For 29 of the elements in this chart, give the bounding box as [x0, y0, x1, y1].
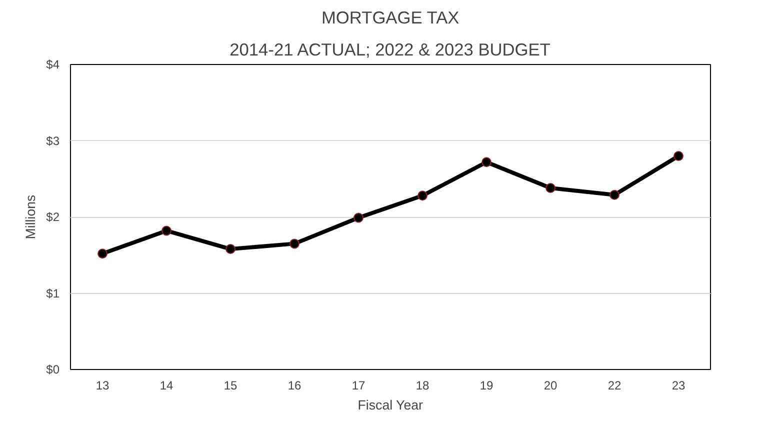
point [162, 226, 172, 236]
point [418, 190, 428, 201]
y-axis-title: Millions [23, 194, 38, 240]
y-tick-label: $0 [46, 362, 60, 376]
x-tick-label: 16 [288, 378, 302, 392]
x-tick-label: 23 [672, 378, 686, 392]
point [482, 157, 492, 168]
x-axis-title: Fiscal Year [358, 398, 424, 412]
x-tick-label: 14 [160, 378, 174, 392]
y-tick-label: $2 [46, 210, 60, 224]
point [354, 212, 364, 223]
x-tick-label: 17 [352, 378, 366, 392]
x-tick-label: 19 [480, 378, 494, 392]
point [546, 183, 556, 194]
x-tick-label: 22 [608, 378, 622, 392]
x-tick-label: 13 [96, 378, 110, 392]
x-tick-label: 20 [544, 378, 558, 392]
point [610, 190, 620, 200]
y-tick-label: $3 [46, 134, 60, 148]
chart-title: MORTGAGE TAX [322, 8, 460, 28]
chart-subtitle: 2014-21 ACTUAL; 2022 & 2023 BUDGET [230, 40, 551, 60]
y-tick-label: $4 [46, 58, 60, 72]
x-tick-label: 15 [224, 378, 238, 392]
point [674, 151, 684, 161]
x-tick-label: 18 [416, 378, 430, 392]
point [226, 244, 236, 254]
y-tick-label: $1 [46, 286, 60, 300]
point [98, 248, 108, 259]
point [290, 238, 300, 249]
